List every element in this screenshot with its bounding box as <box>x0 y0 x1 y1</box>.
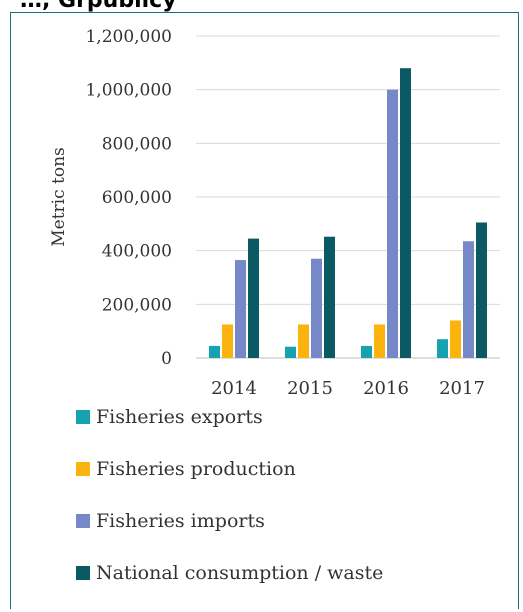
legend-label: Fisheries production <box>96 458 296 480</box>
legend-swatch <box>76 462 90 476</box>
x-tick-label: 2015 <box>287 378 333 399</box>
bar <box>298 324 309 358</box>
x-tick-label: 2016 <box>363 378 409 399</box>
legend-item: Fisheries exports <box>76 404 383 430</box>
bar <box>476 222 487 358</box>
legend-item: Fisheries imports <box>76 508 383 534</box>
bar <box>374 324 385 358</box>
y-tick-label: 200,000 <box>102 295 172 315</box>
legend-label: National consumption / waste <box>96 562 384 584</box>
legend-swatch <box>76 514 90 528</box>
chart-frame <box>10 12 519 609</box>
bar <box>463 241 474 358</box>
legend-label: Fisheries imports <box>96 510 265 532</box>
chart-legend: Fisheries exports Fisheries production Fis… <box>76 404 383 612</box>
y-tick-label: 800,000 <box>102 134 172 154</box>
bar <box>387 89 398 359</box>
bar <box>235 260 246 358</box>
y-axis-label: Metric tons <box>49 147 69 247</box>
bar <box>248 238 259 358</box>
y-tick-label: 400,000 <box>102 242 172 262</box>
legend-swatch <box>76 410 90 424</box>
bar <box>285 346 296 358</box>
bar <box>437 339 448 358</box>
chart-title-text: …, Grpublicy <box>20 0 177 13</box>
legend-label: Fisheries exports <box>96 406 263 428</box>
bar <box>450 320 461 358</box>
bar <box>324 236 335 358</box>
bar <box>400 68 411 358</box>
x-tick-label: 2017 <box>439 378 485 399</box>
bar <box>311 258 322 358</box>
x-tick-label: 2014 <box>211 378 257 399</box>
chart-title-fragment: …, Grpublicy <box>20 0 320 14</box>
y-tick-label: 600,000 <box>102 188 172 208</box>
bar <box>361 345 372 358</box>
legend-item: Fisheries production <box>76 456 383 482</box>
bar <box>222 324 233 358</box>
bar <box>209 345 220 358</box>
legend-item: National consumption / waste <box>76 560 383 586</box>
bar-chart: 0 200,000 400,000 600,000 800,000 1,000,000 1,… <box>49 27 500 399</box>
y-tick-label: 1,200,000 <box>85 27 172 47</box>
y-tick-label: 1,000,000 <box>85 81 172 101</box>
y-tick-label: 0 <box>161 349 172 369</box>
legend-swatch <box>76 566 90 580</box>
